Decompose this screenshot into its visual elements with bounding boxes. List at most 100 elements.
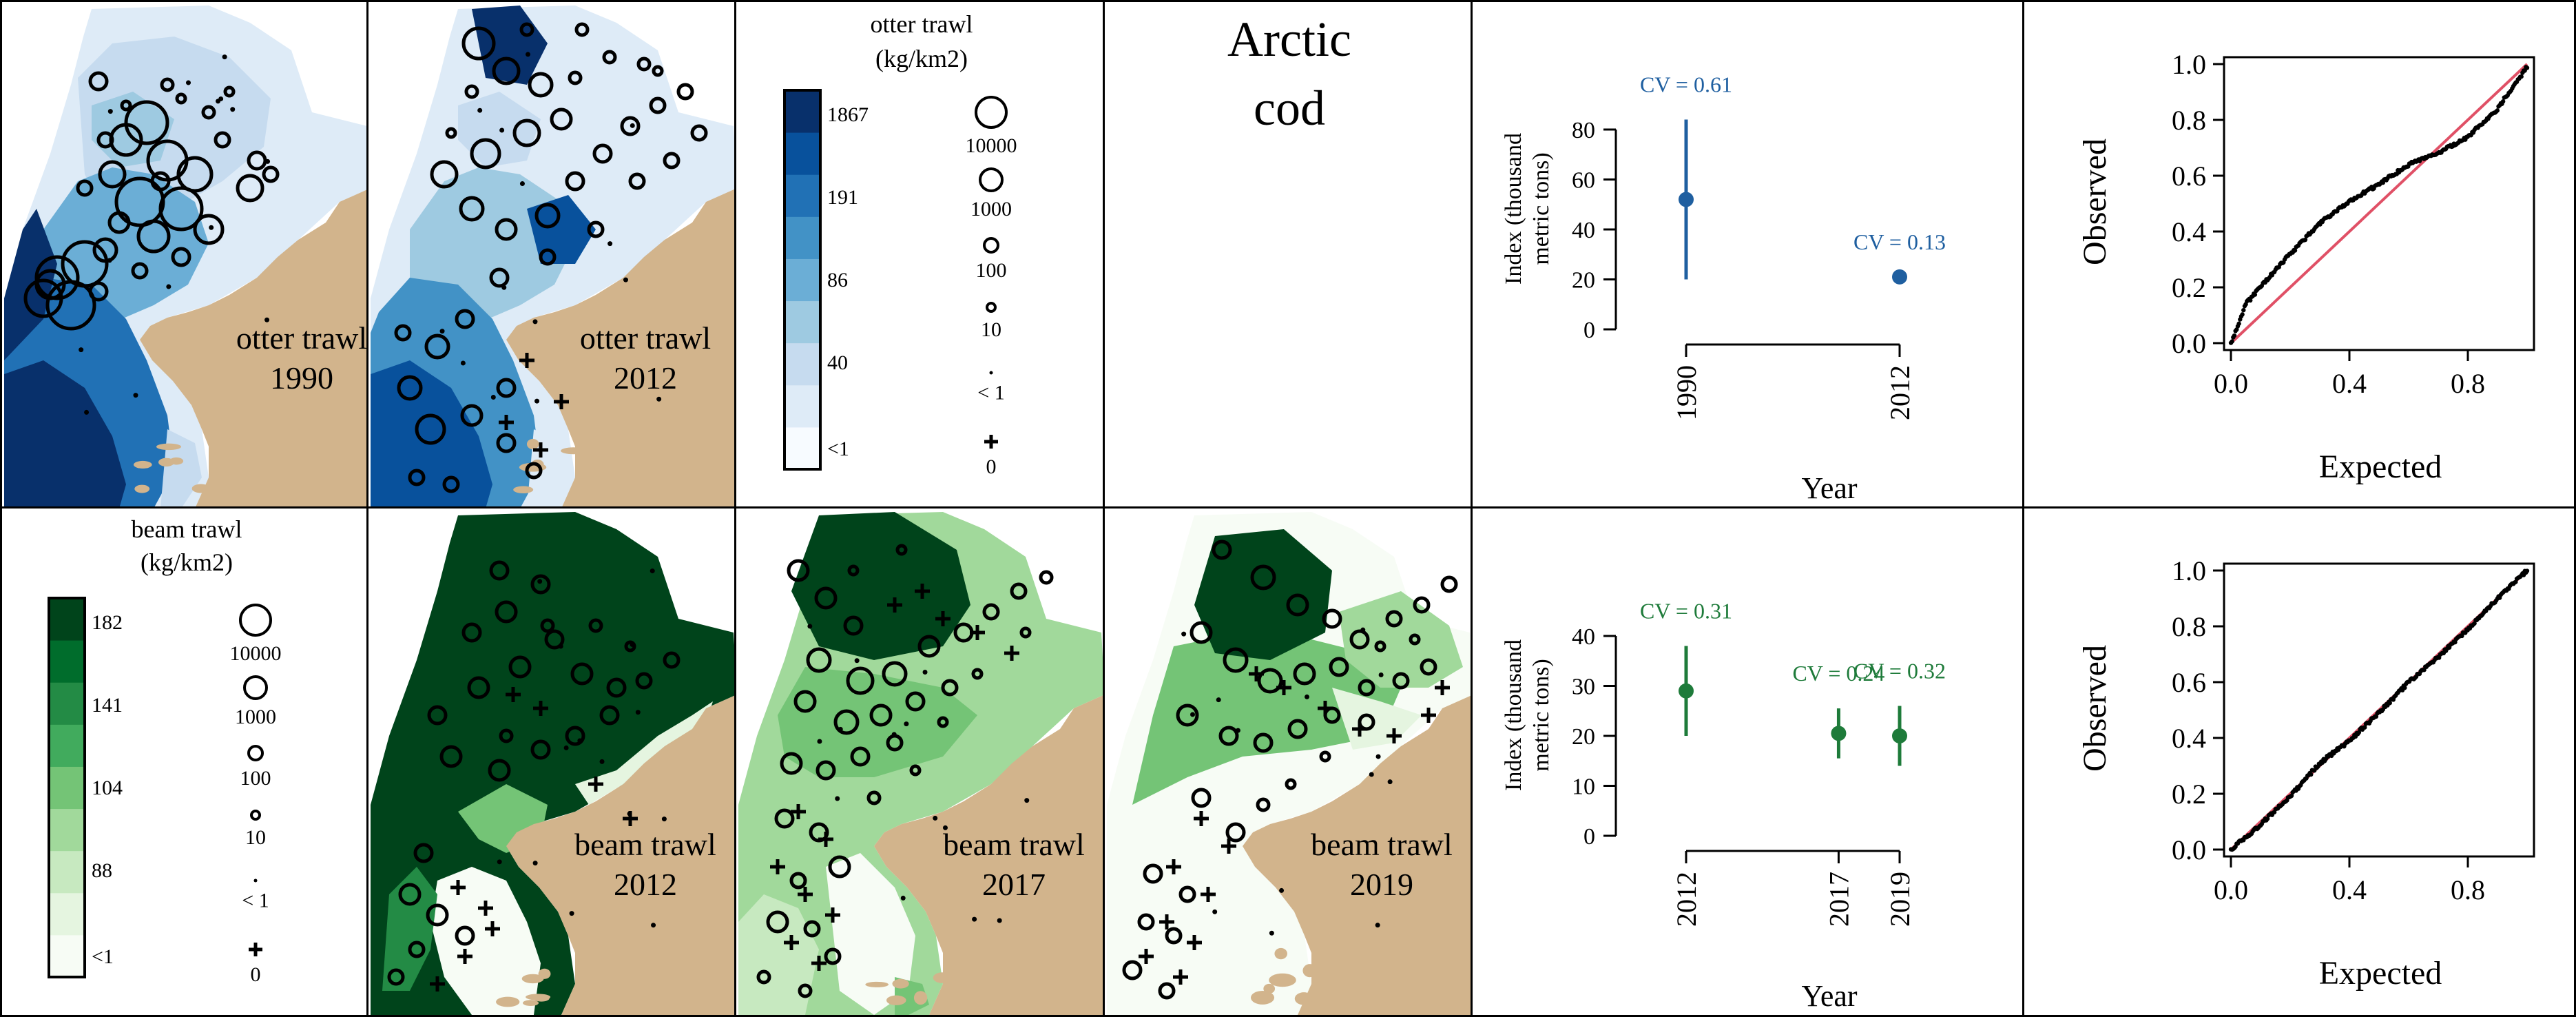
- catch-dot: [264, 317, 270, 322]
- qq-point: [2524, 65, 2530, 70]
- y-tick-label: 0.8: [2172, 611, 2206, 642]
- island: [521, 974, 544, 984]
- catch-circle: [1010, 582, 1028, 600]
- x-axis-label: Year: [1801, 471, 1857, 505]
- catch-circle: [528, 72, 554, 98]
- catch-circle: [599, 705, 620, 726]
- catch-circle: [846, 666, 875, 695]
- catch-circle: [843, 615, 864, 636]
- catch-circle: [492, 56, 521, 85]
- index-point: [1831, 726, 1847, 741]
- catch-circle: [1285, 778, 1297, 790]
- legend-circle: [253, 879, 258, 883]
- catch-circle: [460, 404, 484, 427]
- catch-dot: [661, 816, 667, 822]
- zero-catch-marker: [1249, 666, 1264, 681]
- catch-circle: [158, 186, 204, 232]
- catch-dot: [84, 409, 90, 415]
- island: [1302, 964, 1317, 978]
- island: [561, 447, 587, 455]
- catch-dot: [439, 329, 445, 334]
- legend-break-label: 141: [92, 694, 123, 717]
- map-gear-label: beam trawl: [943, 827, 1085, 862]
- index-panel-otter: Index (thousand metric tons) Year 0 20 40 6…: [1471, 0, 2024, 508]
- catch-circle: [1413, 596, 1431, 614]
- zero-catch-marker: [825, 907, 840, 923]
- zero-catch-marker: [533, 442, 548, 458]
- legend-color-swatch: [49, 598, 85, 641]
- catch-circle: [982, 603, 1000, 621]
- catch-circle: [636, 56, 652, 72]
- catch-circle: [1322, 608, 1342, 629]
- catch-dot: [635, 710, 641, 715]
- map-year-label: 2012: [614, 867, 677, 902]
- y-tick-label: 1.0: [2172, 49, 2206, 80]
- catch-circle: [1409, 633, 1421, 646]
- catch-circle: [150, 171, 171, 192]
- catch-circle: [1143, 863, 1163, 884]
- catch-circle: [1176, 703, 1199, 727]
- catch-circle: [455, 309, 475, 329]
- qq-point: [2519, 74, 2524, 79]
- map-year-label: 2019: [1350, 867, 1413, 902]
- land-mass: [140, 189, 366, 506]
- cv-label: CV = 0.31: [1640, 599, 1732, 624]
- catch-dot: [1375, 923, 1380, 928]
- zero-catch-marker: [1166, 859, 1181, 874]
- island: [1269, 973, 1296, 987]
- catch-dot: [499, 127, 505, 133]
- catch-circle: [833, 709, 860, 735]
- legend-zero-marker: [984, 435, 998, 449]
- island: [913, 991, 928, 1005]
- density-zone: [1194, 529, 1332, 660]
- species-name-line2: cod: [1254, 81, 1325, 136]
- catch-circle: [92, 237, 118, 263]
- index-chart-beam: Index (thousand metric tons) Year 0 10 20 3…: [1501, 599, 1946, 1014]
- cv-label: CV = 0.32: [1853, 659, 1946, 684]
- catch-dot: [835, 796, 840, 801]
- catch-circle: [1287, 719, 1308, 739]
- catch-circle: [1392, 672, 1410, 690]
- catch-circle: [539, 248, 557, 266]
- catch-circle: [917, 635, 941, 658]
- catch-dot: [807, 624, 813, 629]
- catch-dot: [650, 568, 655, 574]
- catch-dot: [1387, 779, 1393, 785]
- y-tick-label: 0.0: [2172, 328, 2206, 359]
- plot-frame: [2223, 56, 2535, 351]
- catch-circle: [606, 677, 627, 698]
- y-axis-label-line1: Index (thousand: [1501, 639, 1526, 791]
- catch-circle: [34, 269, 66, 300]
- catch-dot: [519, 181, 525, 187]
- island: [865, 981, 889, 987]
- zero-catch-marker: [798, 887, 813, 902]
- y-tick-label: 0.0: [2172, 834, 2206, 865]
- zero-catch-marker: [1139, 949, 1154, 964]
- qq-point: [2524, 568, 2530, 573]
- qq-point: [2292, 248, 2298, 253]
- catch-circle: [1225, 822, 1246, 843]
- catch-circle: [394, 324, 412, 342]
- zero-catch-marker: [1201, 887, 1216, 902]
- catch-dot: [569, 911, 574, 916]
- qq-point: [2289, 793, 2294, 799]
- catch-circle: [424, 333, 450, 360]
- y-tick-label: 60: [1572, 168, 1595, 194]
- legend-circle: [983, 237, 999, 254]
- zero-catch-marker: [1435, 680, 1450, 695]
- island: [513, 486, 534, 494]
- catch-circle: [408, 941, 426, 958]
- catch-circle: [789, 872, 807, 890]
- catch-dot: [1375, 754, 1381, 759]
- catch-circle: [798, 983, 813, 998]
- cv-label: CV = 0.61: [1640, 72, 1732, 97]
- catch-dot: [209, 225, 214, 230]
- catch-circle: [455, 925, 475, 946]
- catch-circle: [427, 705, 448, 726]
- islands: [513, 438, 603, 494]
- zero-catch-marker: [1187, 935, 1202, 950]
- qq-point: [2500, 99, 2506, 104]
- catch-circle: [1349, 629, 1370, 650]
- catch-dot: [891, 732, 897, 737]
- zero-catch-marker: [1173, 969, 1188, 985]
